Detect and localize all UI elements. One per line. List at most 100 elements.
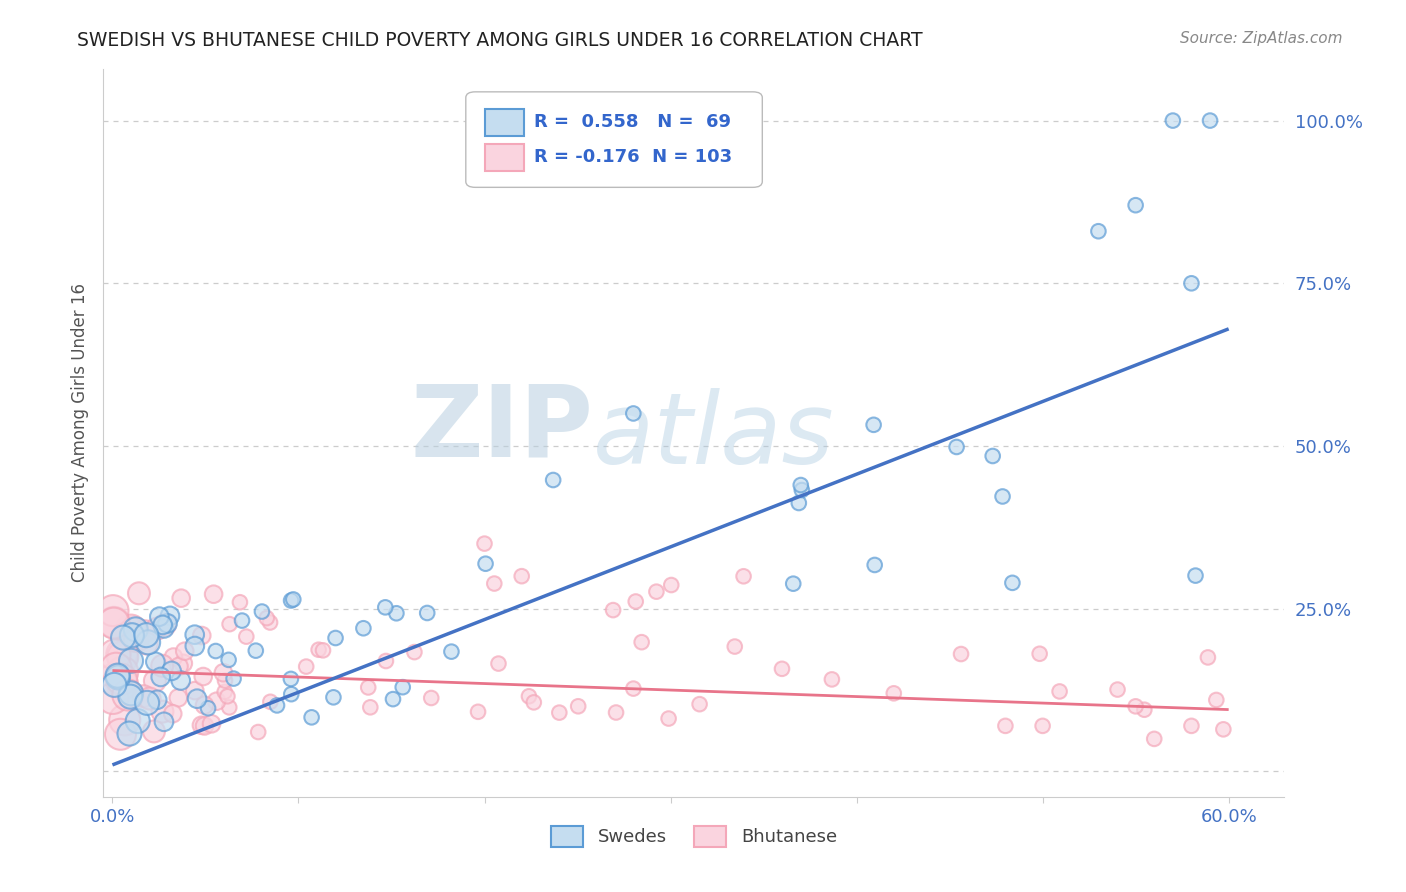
Point [1184,568,1206,582]
Point [1205,693,1227,707]
Point [127,633,149,648]
Point [231,614,253,628]
Point [1032,719,1054,733]
Point [602,603,624,617]
Point [104,648,127,662]
Point [235,630,257,644]
Point [404,645,426,659]
Point [101,604,124,618]
Point [186,691,208,706]
Point [173,644,195,658]
Point [624,594,647,608]
Point [107,668,129,682]
FancyBboxPatch shape [485,109,523,136]
Point [153,622,176,636]
Point [283,592,305,607]
Point [200,716,222,731]
Point [416,606,439,620]
Point [523,695,546,709]
Point [110,727,132,741]
Point [374,600,396,615]
Point [1001,575,1024,590]
Point [184,683,207,698]
Point [120,625,142,640]
Point [301,710,323,724]
Point [325,631,347,645]
Point [787,496,810,510]
Point [883,686,905,700]
Text: Source: ZipAtlas.com: Source: ZipAtlas.com [1180,31,1343,46]
Point [790,478,813,492]
Point [160,664,183,678]
Point [357,681,380,695]
Point [440,645,463,659]
Point [183,628,205,642]
Point [134,624,156,639]
Point [295,659,318,673]
Point [214,685,236,699]
Point [994,719,1017,733]
Point [312,643,335,657]
Point [484,576,506,591]
Point [322,690,344,705]
Point [862,417,884,432]
Point [191,628,214,642]
Point [247,725,270,739]
Point [112,631,135,645]
Point [385,607,408,621]
Point [359,700,381,714]
Point [197,701,219,715]
Point [724,640,747,654]
Point [105,661,128,675]
Point [132,689,155,703]
Point [167,659,190,673]
Point [138,691,160,706]
Point [150,658,173,673]
Point [1180,277,1202,291]
Point [159,608,181,623]
Point [120,654,142,668]
Point [391,680,413,694]
Point [1161,113,1184,128]
Point [945,440,967,454]
Point [659,578,682,592]
Point [103,615,125,630]
Point [204,644,226,658]
Point [153,714,176,729]
Text: atlas: atlas [593,388,835,485]
Point [218,653,240,667]
Point [136,696,159,710]
Point [103,672,125,686]
Point [142,724,165,739]
Point [548,706,571,720]
Point [645,584,668,599]
FancyBboxPatch shape [465,92,762,187]
Y-axis label: Child Poverty Among Girls Under 16: Child Poverty Among Girls Under 16 [72,284,89,582]
Point [162,706,184,721]
Point [127,714,149,728]
Point [382,692,405,706]
Point [770,662,793,676]
Point [121,628,143,642]
Point [167,690,190,705]
Point [214,673,236,688]
Point [153,617,176,632]
Point [374,654,396,668]
Point [510,569,533,583]
Point [790,483,813,497]
Point [308,642,330,657]
Point [229,595,252,609]
Point [950,647,973,661]
Point [114,713,136,727]
Point [193,698,215,713]
Point [1180,719,1202,733]
Point [136,635,159,649]
Point [488,657,510,671]
Point [218,700,240,714]
Point [193,669,215,683]
Point [250,605,273,619]
Point [148,609,170,624]
Point [107,670,129,684]
Point [280,593,302,607]
Point [146,622,169,636]
